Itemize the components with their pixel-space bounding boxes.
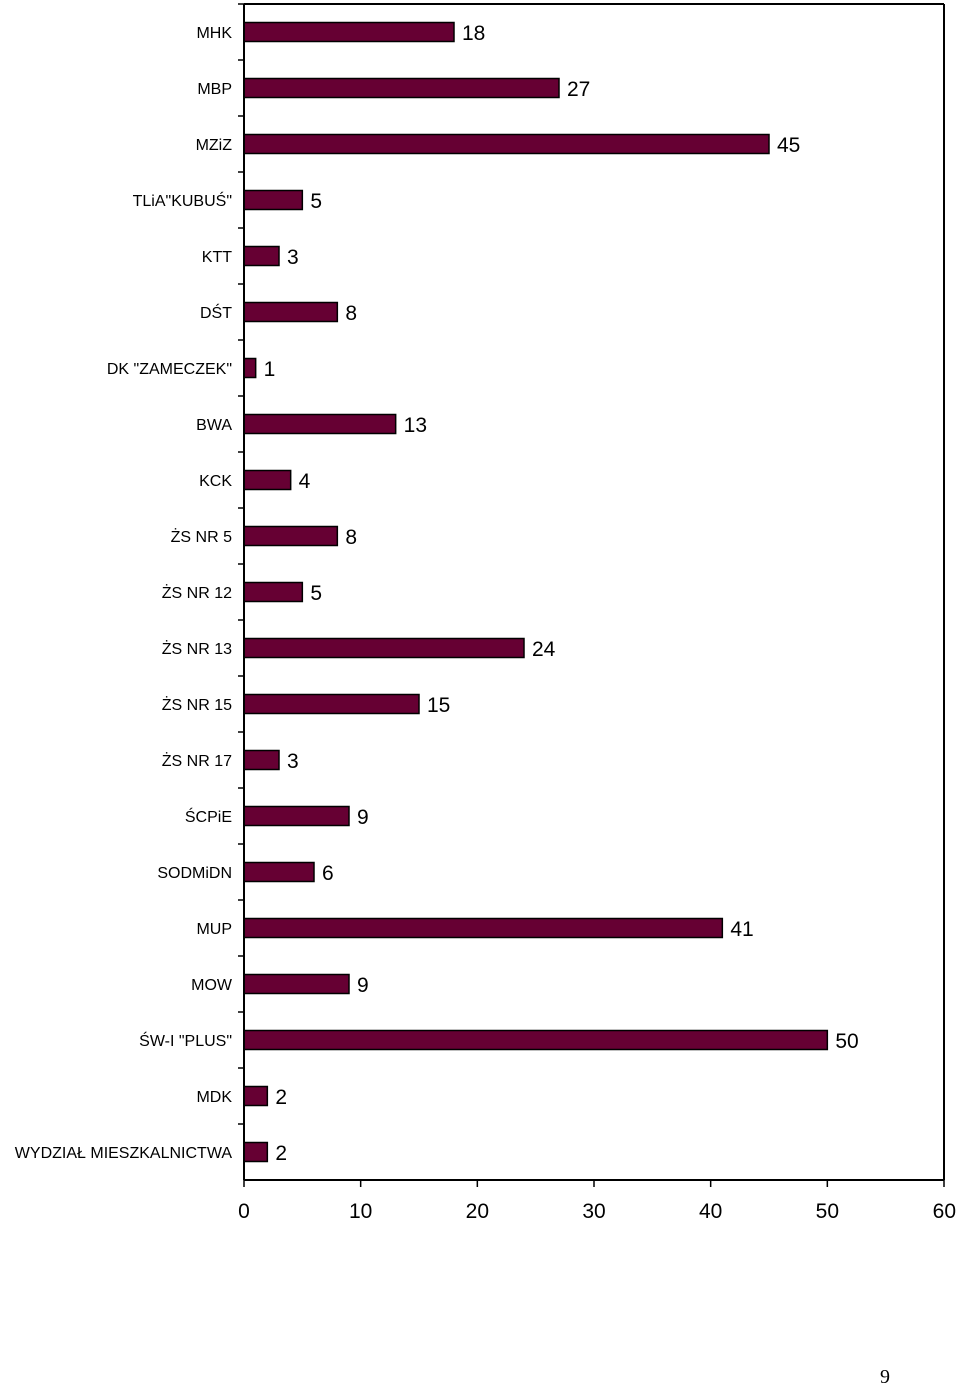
x-tick-label: 30 (582, 1200, 605, 1223)
category-label: ŚCPiE (185, 807, 232, 826)
category-label: TLiA"KUBUŚ" (133, 191, 232, 210)
bar (243, 805, 350, 827)
value-label: 8 (345, 302, 357, 325)
bar (243, 77, 560, 99)
category-label: MZiZ (196, 137, 233, 154)
category-label: MBP (197, 81, 232, 98)
value-label: 8 (345, 526, 357, 549)
bar (243, 917, 724, 939)
category-label: BWA (196, 417, 232, 434)
bar (243, 357, 257, 379)
bar (243, 525, 339, 547)
value-label: 27 (567, 78, 590, 101)
x-tick-label: 20 (466, 1200, 489, 1223)
category-label: WYDZIAŁ MIESZKALNICTWA (15, 1145, 233, 1162)
bar (243, 133, 770, 155)
x-tick-label: 50 (816, 1200, 839, 1223)
bar (243, 693, 420, 715)
bar (243, 1029, 829, 1051)
bar (243, 245, 280, 267)
value-label: 3 (287, 246, 299, 269)
bar (243, 1085, 269, 1107)
value-label: 24 (532, 638, 556, 661)
bar (243, 749, 280, 771)
bar (243, 637, 525, 659)
value-label: 41 (730, 918, 753, 941)
x-tick-label: 40 (699, 1200, 722, 1223)
category-label: MOW (191, 977, 233, 994)
value-label: 3 (287, 750, 299, 773)
bar (243, 861, 315, 883)
category-label: DŚT (200, 303, 232, 322)
category-label: SODMiDN (157, 865, 232, 882)
category-label: ŻS NR 12 (162, 583, 232, 602)
category-label: KTT (202, 249, 232, 266)
x-axis-ticks: 0 10 20 30 40 50 60 (238, 1180, 956, 1223)
bar (243, 1141, 269, 1163)
page-number: 9 (880, 1366, 890, 1388)
category-label: KCK (199, 473, 232, 490)
category-label: ŻS NR 15 (162, 695, 232, 714)
bar (243, 581, 304, 603)
bar (243, 301, 339, 323)
bar (243, 413, 397, 435)
category-label: ŻS NR 17 (162, 751, 232, 770)
value-label: 6 (322, 862, 334, 885)
value-label: 9 (357, 806, 369, 829)
value-label: 15 (427, 694, 450, 717)
category-label: DK "ZAMECZEK" (107, 361, 232, 378)
bars-group (243, 21, 829, 1163)
bar (243, 973, 350, 995)
value-label: 5 (310, 190, 322, 213)
x-tick-label: 0 (238, 1200, 250, 1223)
value-label: 45 (777, 134, 800, 157)
x-tick-label: 10 (349, 1200, 372, 1223)
category-labels: MHK MBP MZiZ TLiA"KUBUŚ" KTT DŚT DK "ZAMECZEK"… (15, 25, 233, 1162)
x-tick-label: 60 (933, 1200, 956, 1223)
bar (243, 21, 455, 43)
value-label: 50 (835, 1030, 858, 1053)
category-label: ŻS NR 13 (162, 639, 232, 658)
value-label: 1 (264, 358, 276, 381)
bar (243, 189, 304, 211)
bar (243, 469, 292, 491)
value-label: 18 (462, 22, 485, 45)
axes (238, 3, 945, 1181)
value-label: 9 (357, 974, 369, 997)
value-label: 2 (275, 1142, 287, 1165)
value-labels: 18 27 45 5 3 8 1 13 4 8 5 24 15 3 9 6 41 9 50 2 2 (264, 22, 859, 1165)
category-label: ŚW-I "PLUS" (139, 1031, 232, 1050)
category-label: MUP (196, 921, 232, 938)
value-label: 13 (404, 414, 427, 437)
value-label: 4 (299, 470, 311, 493)
category-label: MHK (196, 25, 232, 42)
category-label: ŻS NR 5 (171, 527, 232, 546)
category-label: MDK (196, 1089, 232, 1106)
value-label: 2 (275, 1086, 287, 1109)
value-label: 5 (310, 582, 322, 605)
